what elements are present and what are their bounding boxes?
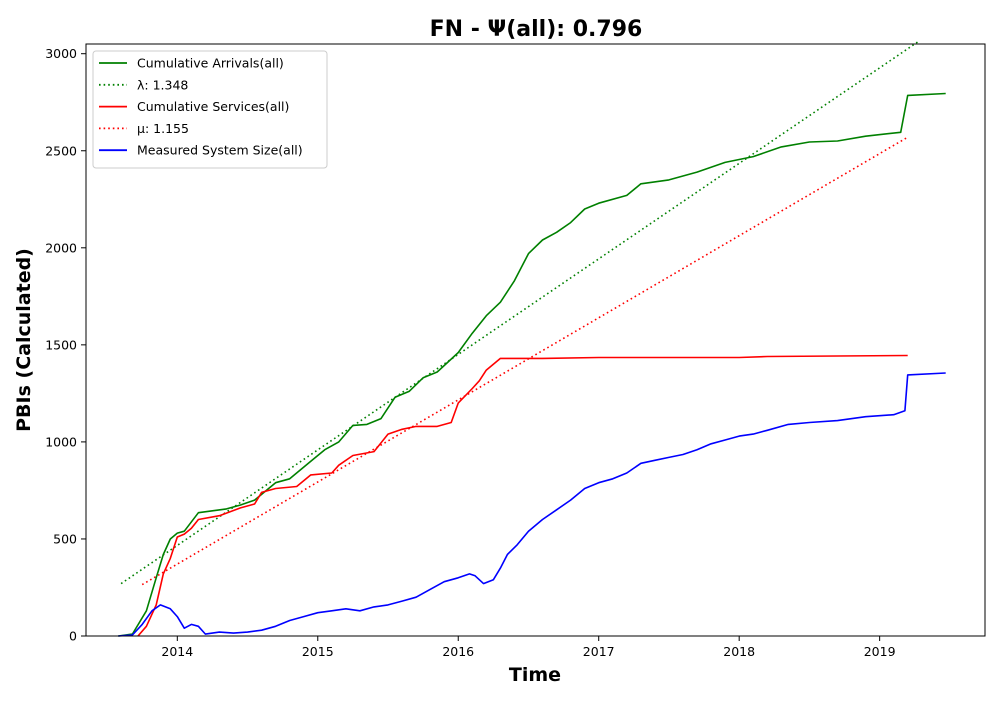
x-tick-label: 2016 [442, 644, 474, 659]
y-axis: 0 500 1000 1500 2000 2500 3000 [45, 46, 86, 644]
y-tick-label: 2000 [45, 240, 77, 255]
legend-label-measured-system-size-all: Measured System Size(all) [137, 143, 303, 158]
series-line-2 [137, 354, 908, 637]
y-tick-label: 2500 [45, 143, 77, 158]
plot-frame [85, 43, 986, 637]
x-tick-label: 2015 [302, 644, 334, 659]
plot-area [118, 40, 946, 637]
x-tick-label: 2017 [583, 644, 615, 659]
y-tick-label: 1500 [45, 337, 77, 352]
y-axis-label: PBIs (Calculated) [13, 248, 35, 432]
legend-label-1-155: μ: 1.155 [137, 121, 189, 136]
y-tick-label: 1000 [45, 434, 77, 449]
legend-label-cumulative-arrivals-all: Cumulative Arrivals(all) [137, 56, 284, 71]
x-tick-label: 2019 [864, 644, 896, 659]
x-tick-label: 2018 [723, 644, 755, 659]
series-line-3 [141, 136, 909, 586]
legend: Cumulative Arrivals(all) λ: 1.348 Cumulati… [92, 50, 328, 169]
series-line-0 [118, 92, 946, 637]
y-tick-label: 3000 [45, 46, 77, 61]
legend-label-1-348: λ: 1.348 [137, 77, 188, 92]
series-line-4 [118, 372, 946, 637]
x-axis-label: Time [509, 664, 561, 686]
x-tick-label: 2014 [161, 644, 193, 659]
chart-title: FN - Ψ(all): 0.796 [430, 17, 643, 42]
legend-box [92, 50, 328, 169]
x-axis: 2014 2015 2016 2017 2018 2019 [161, 636, 896, 659]
y-tick-label: 0 [69, 629, 77, 644]
y-tick-label: 500 [53, 531, 77, 546]
legend-label-cumulative-services-all: Cumulative Services(all) [137, 99, 289, 114]
